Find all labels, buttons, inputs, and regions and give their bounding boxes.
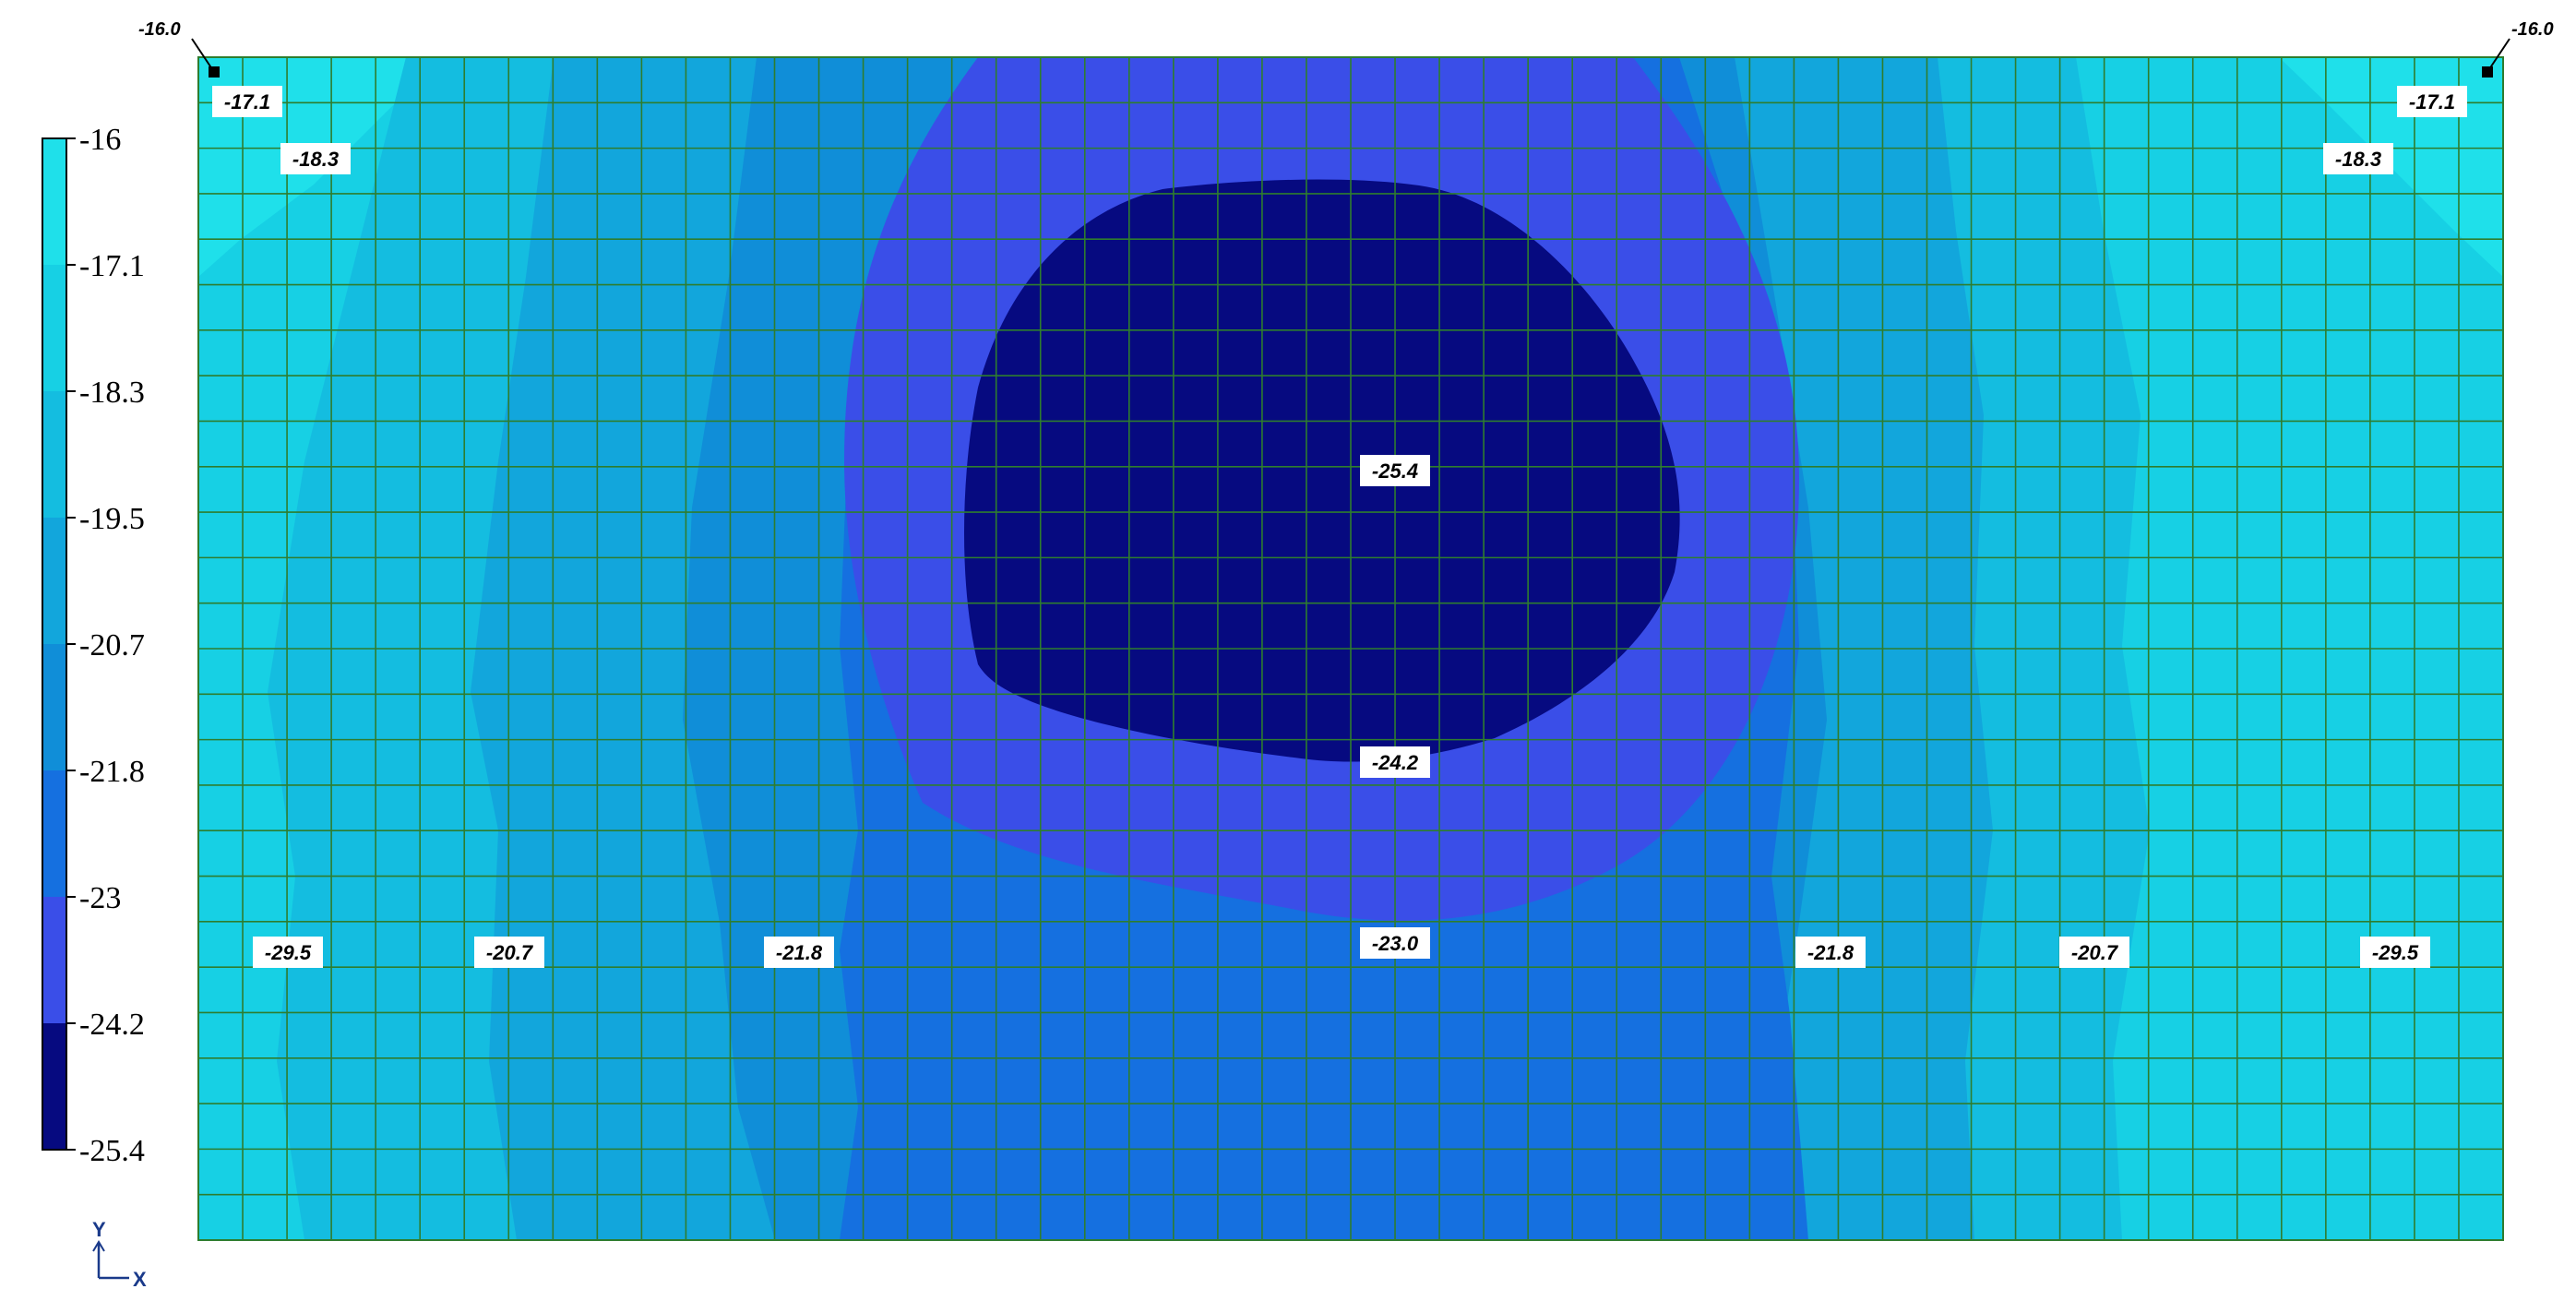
value-label-box [1360,927,1430,959]
value-label: -20.7 [474,937,544,968]
value-label: -25.4 [1360,455,1430,486]
value-label-box [1360,455,1430,486]
value-label: -18.3 [2323,143,2393,174]
value-labels: -17.1 -18.3 -17.1 -18.3 -25.4 -24.2 -23.0 -29.5… [212,86,2467,968]
value-label-text: -23.0 [1372,932,1419,955]
plot-border [197,56,2504,1241]
value-label-text: -20.7 [2071,941,2119,964]
legend-tick-label: -16 [79,123,121,157]
axis-x-label: X [133,1268,147,1289]
value-label-box [2059,937,2129,968]
value-label: -29.5 [253,937,323,968]
value-label-box [474,937,544,968]
value-label-box [1795,937,1866,968]
legend-swatch [42,897,66,1023]
value-label: -29.5 [2360,937,2430,968]
value-label-text: -21.8 [776,941,823,964]
legend-swatch [42,770,66,897]
legend-tick-label: -21.8 [79,755,145,789]
value-label-box [2360,937,2430,968]
value-label-text: -29.5 [265,941,312,964]
value-label-box [280,143,351,174]
value-label: -21.8 [1795,937,1866,968]
legend-swatch [42,518,66,644]
axis-y-label: Y [92,1218,106,1241]
value-label-box [1360,746,1430,778]
legend-swatch [42,265,66,391]
value-label: -21.8 [764,937,834,968]
value-label: -24.2 [1360,746,1430,778]
value-label-text: -21.8 [1807,941,1854,964]
legend-tick-label: -19.5 [79,502,145,536]
axis-indicator: Y X [92,1218,147,1289]
value-label-text: -24.2 [1372,751,1419,774]
value-label-box [253,937,323,968]
value-label: -18.3 [280,143,351,174]
value-label-box [212,86,282,117]
value-label-box [2397,86,2467,117]
value-label-text: -18.3 [292,148,339,171]
value-label-text: -29.5 [2372,941,2419,964]
value-label: -17.1 [212,86,282,117]
value-label-text: -17.1 [2409,90,2455,113]
legend-tick-label: -24.2 [79,1008,145,1042]
plot-area [198,57,2503,1240]
legend-swatch [42,138,66,265]
value-label-text: -20.7 [486,941,534,964]
value-label-text: -17.1 [224,90,270,113]
legend-tick-label: -20.7 [79,628,145,662]
band-level-7 [964,179,1680,762]
legend-tick-label: -17.1 [79,249,145,283]
corner-marker-right: -16.0 [2482,19,2554,78]
colorbar-legend: -16 -17.1 -18.3 -19.5 -20.7 -21.8 -23 -24.2 -25.… [42,123,145,1168]
value-label-box [2323,143,2393,174]
mesh-grid [198,57,2503,1240]
value-label: -17.1 [2397,86,2467,117]
legend-tick-label: -18.3 [79,376,145,410]
corner-marker-left: -16.0 [138,19,220,78]
legend-swatch [42,644,66,770]
legend-tick-label: -25.4 [79,1134,145,1168]
value-label-text: -18.3 [2335,148,2381,171]
legend-swatch [42,1023,66,1150]
corner-label-right: -16.0 [2511,19,2554,40]
value-label-box [764,937,834,968]
value-label-text: -25.4 [1372,460,1418,483]
legend-tick-label: -23 [79,881,121,915]
value-label: -20.7 [2059,937,2129,968]
corner-label-left: -16.0 [138,19,181,40]
value-label: -23.0 [1360,927,1430,959]
legend-swatch [42,391,66,518]
